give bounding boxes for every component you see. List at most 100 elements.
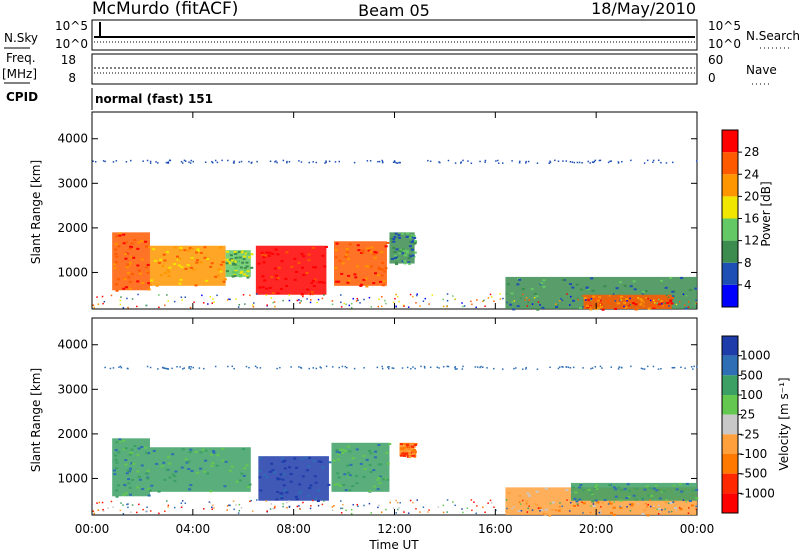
velocity-echo-speckle xyxy=(275,498,279,501)
velocity-echo-speckle xyxy=(518,494,522,497)
power-echo-speckle xyxy=(147,288,151,291)
power-ground-scatter xyxy=(643,305,645,307)
power-echo-speckle xyxy=(246,270,250,273)
velocity-ground-scatter xyxy=(380,511,383,513)
velocity-echo-speckle xyxy=(307,465,311,468)
velocity-scatter-point xyxy=(387,366,389,368)
power-ground-scatter xyxy=(590,298,593,300)
velocity-echo-speckle xyxy=(574,491,578,494)
power-echo-speckle xyxy=(133,239,137,242)
velocity-echo-speckle xyxy=(626,483,630,486)
velocity-echo-speckle xyxy=(259,489,263,492)
power-ground-scatter xyxy=(590,299,592,301)
velocity-scatter-point xyxy=(462,365,464,368)
power-ground-scatter xyxy=(331,300,334,302)
velocity-echo-speckle xyxy=(587,489,591,492)
velocity-echo-speckle xyxy=(336,472,340,475)
power-echo-speckle xyxy=(238,275,242,278)
power-echo-speckle xyxy=(219,270,223,273)
velocity-scatter-point xyxy=(188,365,191,368)
power-ground-scatter xyxy=(357,299,359,302)
velocity-ground-scatter xyxy=(482,506,484,509)
velocity-ground-scatter xyxy=(323,500,325,502)
power-scatter-point xyxy=(125,161,128,163)
velocity-echo-speckle xyxy=(680,490,684,493)
power-echo-speckle xyxy=(632,280,636,283)
velocity-echo-speckle xyxy=(382,478,386,481)
power-scatter-point xyxy=(248,160,250,163)
velocity-echo-speckle xyxy=(336,483,340,486)
velocity-scatter-point xyxy=(454,368,457,370)
velocity-ground-scatter xyxy=(122,504,124,506)
velocity-echo-speckle xyxy=(643,509,647,512)
velocity-echo-speckle xyxy=(317,460,321,463)
power-echo-speckle xyxy=(268,251,272,254)
velocity-scatter-point xyxy=(671,366,674,369)
power-echo-speckle xyxy=(138,272,142,275)
power-ground-scatter xyxy=(158,294,160,296)
velocity-scatter-point xyxy=(254,365,257,368)
power-scatter-point xyxy=(377,160,379,163)
velocity-ground-scatter xyxy=(559,502,561,504)
velocity-echo-speckle xyxy=(343,473,347,476)
power-ground-scatter xyxy=(355,300,358,302)
power-echo-speckle xyxy=(157,261,161,264)
power-ground-scatter xyxy=(537,301,540,303)
velocity-ground-scatter xyxy=(127,506,129,509)
velocity-scatter-point xyxy=(231,365,234,368)
power-ground-scatter xyxy=(620,299,622,301)
power-echo-speckle xyxy=(337,280,341,283)
velocity-scatter-point xyxy=(446,365,448,368)
velocity-echo-speckle xyxy=(128,486,132,489)
velocity-echo-speckle xyxy=(181,448,185,451)
velocity-echo-speckle xyxy=(402,444,406,447)
velocity-ground-scatter xyxy=(331,509,334,512)
velocity-ground-scatter xyxy=(599,509,602,512)
power-ground-scatter xyxy=(122,306,125,309)
velocity-echo-speckle xyxy=(333,483,337,486)
velocity-scatter-point xyxy=(245,365,248,368)
velocity-scatter-point xyxy=(176,366,178,368)
power-echo-speckle xyxy=(222,280,226,283)
velocity-echo-speckle xyxy=(152,449,156,452)
power-ground-scatter xyxy=(350,306,353,309)
velocity-echo-speckle xyxy=(526,492,530,495)
velocity-echo-speckle xyxy=(335,450,339,453)
velocity-echo-speckle xyxy=(348,474,352,477)
velocity-echo-speckle xyxy=(411,452,415,455)
power-ground-scatter xyxy=(662,304,664,307)
velocity-echo-speckle xyxy=(603,499,607,502)
power-echo-speckle xyxy=(264,254,268,257)
velocity-echo-speckle xyxy=(669,501,673,504)
power-ground-scatter xyxy=(672,295,675,298)
velocity-scatter-point xyxy=(525,366,527,369)
velocity-colorbar-swatch xyxy=(722,375,738,395)
power-echo-speckle xyxy=(393,251,397,254)
velocity-ground-scatter xyxy=(286,501,288,504)
power-echo-speckle xyxy=(411,236,415,239)
power-scatter-point xyxy=(484,161,486,163)
velocity-echo-speckle xyxy=(283,467,287,470)
power-echo-speckle xyxy=(173,263,177,266)
velocity-ytick-label: 1000 xyxy=(57,471,88,485)
velocity-echo-speckle xyxy=(112,469,116,472)
power-scatter-point xyxy=(462,159,464,162)
power-ground-scatter xyxy=(667,296,670,299)
velocity-echo-speckle xyxy=(609,502,613,505)
power-echo-speckle xyxy=(233,252,237,255)
power-ground-scatter xyxy=(110,294,113,297)
power-echo-speckle xyxy=(413,237,417,240)
power-echo-speckle xyxy=(392,246,396,249)
power-echo-speckle xyxy=(607,301,611,304)
power-echo-speckle xyxy=(338,259,342,262)
power-scatter-point xyxy=(447,159,450,162)
power-scatter-point xyxy=(569,160,572,163)
power-echo-speckle xyxy=(159,258,163,261)
power-ground-scatter xyxy=(489,293,492,296)
power-ground-scatter xyxy=(237,306,240,308)
velocity-scatter-point xyxy=(549,366,551,369)
power-scatter-point xyxy=(609,160,611,163)
power-ground-scatter xyxy=(211,302,213,304)
velocity-ground-scatter xyxy=(202,508,205,510)
